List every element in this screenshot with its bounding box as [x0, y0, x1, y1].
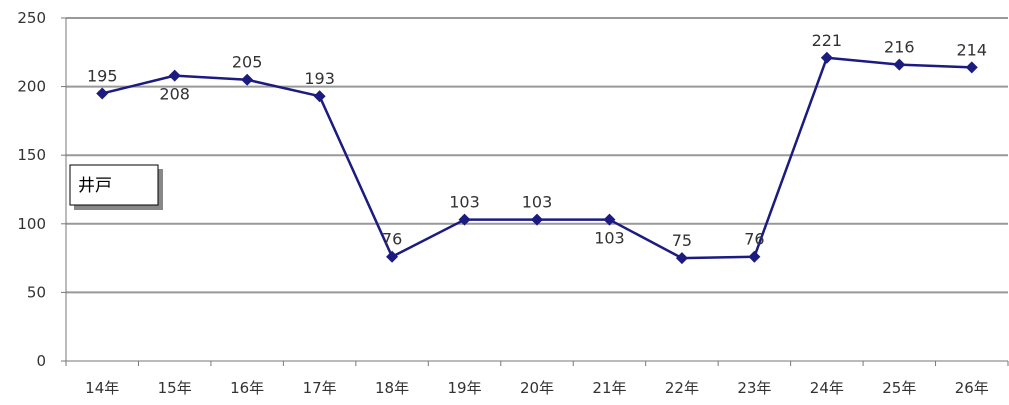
series-line-path [101, 56, 972, 260]
data-point-marker [458, 213, 471, 226]
x-tick-label: 19年 [447, 379, 481, 397]
y-tick-label: 200 [17, 78, 46, 96]
series-line [101, 56, 972, 260]
data-markers [96, 51, 978, 265]
x-tick-label: 15年 [158, 379, 192, 397]
x-tick-label: 17年 [303, 379, 337, 397]
data-point-marker [748, 250, 761, 263]
data-label: 214 [956, 40, 987, 59]
data-label: 103 [449, 193, 480, 212]
data-label: 221 [812, 31, 843, 50]
data-point-marker [168, 69, 181, 82]
data-label: 216 [884, 38, 915, 57]
y-tick-label: 50 [27, 283, 46, 301]
y-tick-label: 100 [17, 215, 46, 233]
data-label: 76 [382, 230, 402, 249]
data-label: 103 [594, 229, 625, 248]
legend-box [69, 164, 159, 206]
data-point-marker [675, 252, 688, 265]
x-tick-label: 16年 [230, 379, 264, 397]
data-point-marker [313, 90, 326, 103]
x-tick-label: 23年 [737, 379, 771, 397]
data-label: 205 [232, 53, 263, 72]
data-labels: 195 208 205 193 76 103 103 103 75 76 221 216 214 [87, 31, 987, 250]
data-point-marker [603, 213, 616, 226]
data-label: 208 [159, 85, 190, 104]
data-point-marker [386, 250, 399, 263]
x-tick-label: 24年 [810, 379, 844, 397]
legend-series-label: 井戸 [78, 176, 112, 196]
x-tick-label: 22年 [665, 379, 699, 397]
data-point-marker [96, 87, 109, 100]
x-tick-label: 20年 [520, 379, 554, 397]
y-tick-label: 250 [17, 9, 46, 27]
y-tick-label: 0 [36, 352, 46, 370]
data-label: 76 [744, 230, 764, 249]
data-label: 193 [304, 69, 335, 88]
axes [61, 17, 1009, 366]
data-point-marker [241, 73, 254, 86]
data-label: 195 [87, 66, 118, 85]
x-tick-label: 26年 [955, 379, 989, 397]
data-label: 103 [522, 193, 553, 212]
data-point-marker [893, 58, 906, 71]
x-tick-label: 18年 [375, 379, 409, 397]
x-tick-label: 21年 [592, 379, 626, 397]
x-tick-label: 25年 [882, 379, 916, 397]
x-tick-label: 14年 [85, 379, 119, 397]
y-tick-label: 150 [17, 146, 46, 164]
data-point-marker [531, 213, 543, 226]
data-point-marker [965, 61, 978, 74]
y-tick-labels: 0 50 100 150 200 250 [17, 9, 46, 370]
data-point-marker [820, 51, 833, 64]
legend: 井戸 [69, 164, 163, 210]
grid-lines [66, 17, 1008, 294]
data-label: 75 [672, 231, 692, 250]
x-tick-labels: 14年 15年 16年 17年 18年 19年 20年 21年 22年 23年 24年 25年 26年 [85, 379, 989, 397]
